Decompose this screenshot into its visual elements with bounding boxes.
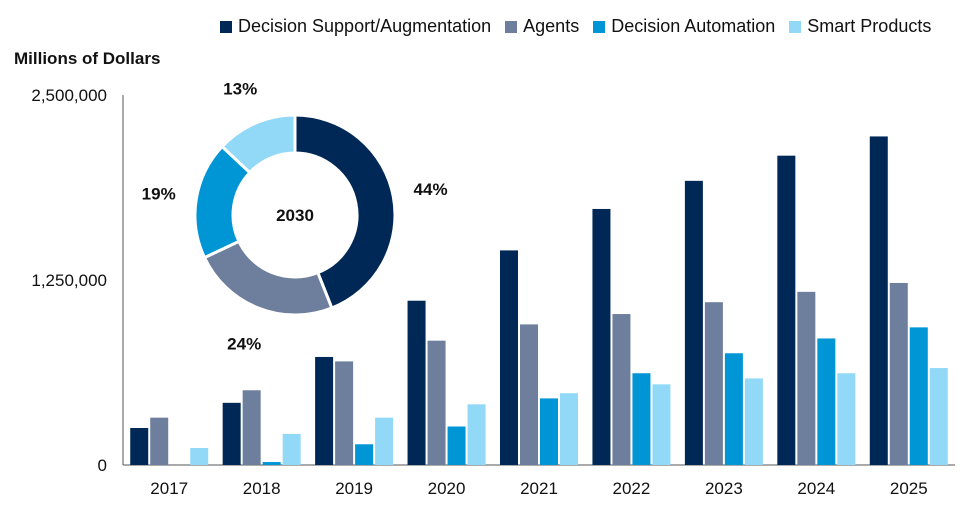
x-tick-label: 2023 [705,479,743,498]
bar [869,136,888,465]
bar [375,417,394,465]
donut-slice-label: 24% [227,334,261,353]
x-tick-label: 2018 [243,479,281,498]
bar [684,180,703,465]
bar [540,398,558,465]
bar [500,250,518,465]
bar [335,361,354,465]
bar [724,353,743,465]
bar [315,356,334,465]
legend-swatch-agents [505,20,518,33]
bar [837,373,856,465]
donut-slice-label: 44% [414,180,448,199]
bar [242,390,261,465]
legend-item-smart-products: Smart Products [789,16,931,37]
chart-legend: Decision Support/Augmentation Agents Dec… [220,16,931,37]
legend-swatch-smart-products [789,20,802,33]
donut-slice [293,113,397,310]
bar [744,378,763,465]
legend-item-agents: Agents [505,16,579,37]
donut-slice-label: 13% [223,79,257,98]
x-tick-label: 2017 [150,479,188,498]
legend-item-decision-support: Decision Support/Augmentation [220,16,491,37]
bar [560,393,578,465]
x-tick-label: 2022 [613,479,651,498]
bar [447,426,466,465]
donut-slice [202,239,334,317]
bar [592,208,611,465]
bar [407,300,426,465]
bar [130,428,149,465]
bar [467,404,486,465]
y-axis-label: Millions of Dollars [14,49,161,68]
x-tick-label: 2024 [797,479,835,498]
bar [427,340,446,465]
legend-label-decision-support: Decision Support/Augmentation [238,16,492,36]
bar [632,373,651,465]
bar [150,417,169,465]
bar [817,338,836,465]
bar [704,302,723,465]
x-tick-label: 2019 [335,479,373,498]
y-tick-label: 2,500,000 [31,86,107,105]
x-tick-label: 2020 [428,479,466,498]
bar [889,282,908,465]
bar [190,447,209,465]
legend-swatch-decision-support [220,20,232,33]
y-tick-label: 0 [98,456,107,475]
donut-center-label: 2030 [276,206,314,225]
legend-swatch-decision-automation [593,20,606,33]
bar [612,314,631,465]
bar [929,368,948,465]
bar [909,327,928,465]
bar [652,384,671,465]
legend-label-decision-automation: Decision Automation [611,16,776,36]
bar [520,324,538,465]
donut-slice [219,113,297,175]
donut-slice-label: 19% [142,184,176,203]
bar [797,291,816,465]
legend-label-smart-products: Smart Products [807,16,932,36]
x-tick-label: 2021 [520,479,558,498]
bar [262,462,281,465]
x-tick-label: 2025 [890,479,928,498]
y-tick-label: 1,250,000 [31,271,107,290]
bar [777,155,796,465]
bar [222,402,241,465]
legend-label-agents: Agents [523,16,580,36]
bar [355,444,374,465]
bar [282,433,301,465]
legend-item-decision-automation: Decision Automation [593,16,775,37]
